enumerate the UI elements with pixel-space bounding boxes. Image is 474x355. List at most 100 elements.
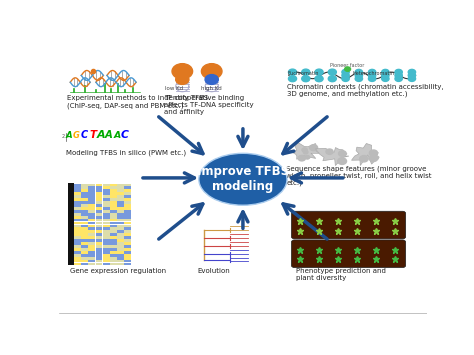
Bar: [89, 219, 95, 222]
Circle shape: [342, 69, 349, 75]
Bar: [82, 213, 88, 215]
Bar: [89, 213, 95, 215]
Circle shape: [303, 151, 308, 154]
Bar: [110, 236, 117, 239]
Bar: [82, 192, 88, 195]
Bar: [82, 254, 88, 257]
Circle shape: [315, 76, 323, 82]
Bar: [110, 222, 117, 224]
Bar: [82, 263, 88, 266]
Bar: [74, 245, 81, 248]
Circle shape: [345, 67, 351, 71]
Bar: [89, 230, 95, 233]
Bar: [117, 228, 124, 230]
Text: Phenotype prediction and
plant diversity: Phenotype prediction and plant diversity: [296, 268, 386, 281]
Bar: [74, 216, 81, 219]
Bar: [110, 219, 117, 222]
Bar: [89, 184, 95, 186]
Bar: [124, 207, 131, 210]
Bar: [117, 210, 124, 213]
Circle shape: [298, 155, 306, 161]
Bar: [96, 248, 102, 251]
Bar: [89, 251, 95, 254]
Bar: [82, 210, 88, 213]
Bar: [110, 192, 117, 195]
Bar: [96, 233, 102, 236]
Bar: [103, 222, 109, 224]
Bar: [103, 184, 109, 186]
Bar: [117, 251, 124, 254]
Bar: [96, 186, 102, 189]
Bar: [110, 189, 117, 192]
Polygon shape: [292, 142, 319, 159]
Bar: [96, 239, 102, 242]
Circle shape: [338, 158, 346, 164]
Bar: [103, 248, 109, 251]
Bar: [74, 207, 81, 210]
Bar: [96, 257, 102, 260]
Text: A: A: [105, 130, 113, 140]
Circle shape: [395, 69, 402, 75]
Bar: [117, 263, 124, 266]
Bar: [103, 254, 109, 257]
Bar: [96, 222, 102, 224]
Circle shape: [408, 73, 416, 78]
Bar: [110, 195, 117, 198]
Bar: [82, 189, 88, 192]
Circle shape: [328, 76, 337, 82]
Bar: [89, 233, 95, 236]
Bar: [103, 263, 109, 266]
Bar: [117, 186, 124, 189]
Circle shape: [338, 151, 346, 157]
Bar: [89, 245, 95, 248]
Bar: [124, 204, 131, 207]
Bar: [110, 216, 117, 219]
Bar: [74, 222, 81, 224]
Bar: [124, 224, 131, 227]
Bar: [74, 248, 81, 251]
Bar: [124, 260, 131, 262]
Circle shape: [355, 69, 363, 75]
Bar: [103, 245, 109, 248]
Bar: [82, 245, 88, 248]
Bar: [82, 248, 88, 251]
Bar: [82, 242, 88, 245]
Bar: [74, 242, 81, 245]
Ellipse shape: [199, 153, 287, 205]
Bar: [124, 186, 131, 189]
Bar: [103, 192, 109, 195]
Bar: [74, 186, 81, 189]
Bar: [110, 186, 117, 189]
Text: A: A: [113, 131, 120, 140]
Bar: [110, 201, 117, 204]
Circle shape: [305, 155, 310, 159]
Bar: [89, 207, 95, 210]
Circle shape: [382, 69, 389, 75]
Bar: [96, 245, 102, 248]
Bar: [103, 219, 109, 222]
Bar: [117, 257, 124, 260]
Bar: [96, 242, 102, 245]
Bar: [103, 236, 109, 239]
Bar: [124, 184, 131, 186]
Bar: [117, 204, 124, 207]
Text: TF cooperative binding
affects TF-DNA specificity
and affinity: TF cooperative binding affects TF-DNA sp…: [164, 95, 254, 115]
FancyBboxPatch shape: [292, 211, 406, 239]
Bar: [96, 230, 102, 233]
Bar: [110, 204, 117, 207]
Bar: [103, 189, 109, 192]
Bar: [124, 201, 131, 204]
Bar: [82, 216, 88, 219]
Text: Pioneer factor: Pioneer factor: [330, 63, 365, 68]
Bar: [82, 233, 88, 236]
Bar: [74, 204, 81, 207]
Bar: [117, 201, 124, 204]
Bar: [96, 260, 102, 262]
Bar: [124, 219, 131, 222]
Bar: [96, 204, 102, 207]
Bar: [103, 204, 109, 207]
Bar: [117, 245, 124, 248]
Bar: [117, 242, 124, 245]
Bar: [82, 186, 88, 189]
Circle shape: [289, 69, 297, 75]
